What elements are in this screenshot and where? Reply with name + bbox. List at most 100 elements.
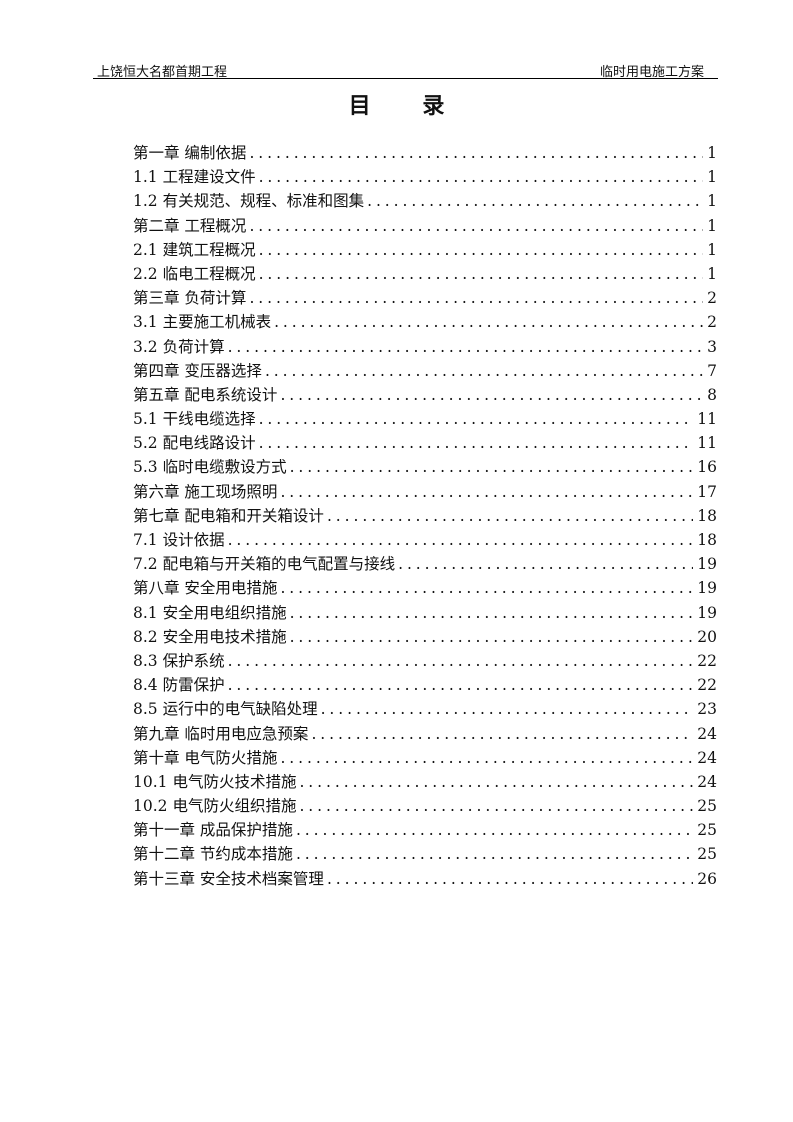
toc-entry[interactable]: 10.2 电气防火组织措施 25 bbox=[133, 794, 717, 818]
toc-entry-page: 19 bbox=[697, 555, 717, 574]
toc-entry[interactable]: 第十章 电气防火措施 24 bbox=[133, 746, 717, 770]
toc-entry-title: 10.1 电气防火技术措施 bbox=[133, 772, 297, 791]
toc-leader-dots bbox=[327, 504, 693, 528]
toc-entry[interactable]: 8.4 防雷保护 22 bbox=[133, 673, 717, 697]
toc-entry[interactable]: 2.2 临电工程概况 1 bbox=[133, 262, 717, 286]
toc-leader-dots bbox=[249, 141, 703, 165]
toc-entry[interactable]: 8.2 安全用电技术措施 20 bbox=[133, 625, 717, 649]
toc-entry-title: 2.1 建筑工程概况 bbox=[133, 240, 256, 259]
toc-leader-dots bbox=[290, 625, 694, 649]
toc-entry-title: 第十二章 节约成本措施 bbox=[133, 845, 293, 864]
toc-entry[interactable]: 5.2 配电线路设计 11 bbox=[133, 431, 717, 455]
toc-entry-page: 18 bbox=[697, 506, 717, 525]
toc-entry-title: 1.1 工程建设文件 bbox=[133, 168, 256, 187]
toc-entry-title: 第八章 安全用电措施 bbox=[133, 579, 278, 598]
toc-leader-dots bbox=[311, 722, 693, 746]
toc-entry[interactable]: 第九章 临时用电应急预案 24 bbox=[133, 722, 717, 746]
toc-entry[interactable]: 第二章 工程概况 1 bbox=[133, 214, 717, 238]
toc-leader-dots bbox=[228, 649, 694, 673]
toc-leader-dots bbox=[290, 601, 694, 625]
toc-entry-title: 8.3 保护系统 bbox=[133, 651, 225, 670]
toc-entry-page: 7 bbox=[707, 361, 717, 380]
toc-entry[interactable]: 5.3 临时电缆敷设方式 16 bbox=[133, 455, 717, 479]
toc-entry-title: 7.1 设计依据 bbox=[133, 531, 225, 549]
toc-entry[interactable]: 第七章 配电箱和开关箱设计 18 bbox=[133, 504, 717, 528]
toc-entry-page: 25 bbox=[697, 821, 717, 840]
toc-entry-title: 8.4 防雷保护 bbox=[133, 676, 225, 695]
toc-entry[interactable]: 第六章 施工现场照明 17 bbox=[133, 480, 717, 504]
toc-leader-dots bbox=[280, 746, 693, 770]
toc-leader-dots bbox=[228, 528, 694, 552]
toc-entry-title: 第十三章 安全技术档案管理 bbox=[133, 869, 324, 888]
toc-entry-page: 2 bbox=[707, 313, 717, 332]
toc-entry[interactable]: 3.2 负荷计算 3 bbox=[133, 335, 717, 359]
toc-entry[interactable]: 7.1 设计依据 18 bbox=[133, 528, 717, 552]
toc-entry-page: 26 bbox=[697, 869, 717, 888]
toc-leader-dots bbox=[299, 794, 693, 818]
toc-entry-title: 5.1 干线电缆选择 bbox=[133, 410, 256, 429]
toc-leader-dots bbox=[265, 359, 703, 383]
toc-leader-dots bbox=[296, 842, 693, 866]
toc-entry[interactable]: 8.5 运行中的电气缺陷处理 23 bbox=[133, 697, 717, 721]
toc-entry-page: 19 bbox=[697, 603, 717, 622]
toc-entry[interactable]: 8.3 保护系统 22 bbox=[133, 649, 717, 673]
toc-entry[interactable]: 8.1 安全用电组织措施 19 bbox=[133, 601, 717, 625]
toc-entry-page: 11 bbox=[697, 410, 717, 429]
toc-entry[interactable]: 第十二章 节约成本措施 25 bbox=[133, 842, 717, 866]
toc-entry-page: 22 bbox=[697, 651, 717, 670]
toc-entry-title: 8.2 安全用电技术措施 bbox=[133, 627, 287, 646]
toc-entry-page: 23 bbox=[697, 700, 717, 719]
header-project-name: 上饶恒大名都首期工程 bbox=[97, 65, 228, 80]
toc-entry-title: 3.2 负荷计算 bbox=[133, 337, 225, 356]
toc-entry[interactable]: 3.1 主要施工机械表 2 bbox=[133, 310, 717, 334]
toc-entry[interactable]: 第十三章 安全技术档案管理 26 bbox=[133, 867, 717, 891]
toc-entry-page: 1 bbox=[707, 144, 717, 162]
toc-entry-page: 1 bbox=[707, 192, 717, 211]
toc-entry-title: 1.2 有关规范、规程、标准和图集 bbox=[133, 192, 365, 211]
toc-entry-title: 第七章 配电箱和开关箱设计 bbox=[133, 506, 324, 525]
toc-entry-page: 24 bbox=[697, 772, 717, 791]
toc-entry-page: 20 bbox=[697, 627, 717, 646]
toc-leader-dots bbox=[398, 552, 693, 576]
toc-entry[interactable]: 第八章 安全用电措施 19 bbox=[133, 576, 717, 600]
toc-entry[interactable]: 第四章 变压器选择 7 bbox=[133, 359, 717, 383]
toc-entry[interactable]: 1.1 工程建设文件 1 bbox=[133, 165, 717, 189]
toc-leader-dots bbox=[321, 697, 694, 721]
toc-entry[interactable]: 第五章 配电系统设计 8 bbox=[133, 383, 717, 407]
toc-leader-dots bbox=[259, 165, 704, 189]
toc-entry-page: 25 bbox=[697, 797, 717, 816]
toc-entry[interactable]: 第三章 负荷计算 2 bbox=[133, 286, 717, 310]
toc-entry-title: 第一章 编制依据 bbox=[133, 144, 247, 162]
toc-entry[interactable]: 2.1 建筑工程概况 1 bbox=[133, 238, 717, 262]
toc-leader-dots bbox=[274, 310, 703, 334]
toc-entry[interactable]: 1.2 有关规范、规程、标准和图集 1 bbox=[133, 189, 717, 213]
toc-leader-dots bbox=[367, 189, 703, 213]
toc-leader-dots bbox=[228, 673, 694, 697]
toc-entry-title: 10.2 电气防火组织措施 bbox=[133, 797, 297, 816]
toc-entry[interactable]: 第十一章 成品保护措施 25 bbox=[133, 818, 717, 842]
toc-leader-dots bbox=[259, 238, 704, 262]
toc-entry[interactable]: 5.1 干线电缆选择 11 bbox=[133, 407, 717, 431]
toc-leader-dots bbox=[327, 867, 693, 891]
toc-entry-page: 1 bbox=[707, 240, 717, 259]
toc-leader-dots bbox=[280, 480, 693, 504]
toc-entry-title: 8.1 安全用电组织措施 bbox=[133, 603, 287, 622]
toc-entry-title: 3.1 主要施工机械表 bbox=[133, 313, 272, 332]
toc-entry[interactable]: 10.1 电气防火技术措施 24 bbox=[133, 770, 717, 794]
toc-entry-page: 8 bbox=[707, 385, 717, 404]
toc-entry-page: 1 bbox=[707, 168, 717, 187]
toc-entry[interactable]: 第一章 编制依据 1 bbox=[133, 141, 717, 165]
toc-entry-title: 第六章 施工现场照明 bbox=[133, 482, 278, 501]
toc-entry-page: 24 bbox=[697, 748, 717, 767]
page-header: 上饶恒大名都首期工程 临时用电施工方案 bbox=[93, 60, 718, 80]
toc-leader-dots bbox=[280, 576, 693, 600]
toc-entry[interactable]: 7.2 配电箱与开关箱的电气配置与接线 19 bbox=[133, 552, 717, 576]
toc-leader-dots bbox=[228, 335, 704, 359]
toc-entry-page: 19 bbox=[697, 579, 717, 598]
toc-entry-page: 2 bbox=[707, 289, 717, 308]
toc-entry-title: 7.2 配电箱与开关箱的电气配置与接线 bbox=[133, 555, 396, 574]
toc-entry-title: 8.5 运行中的电气缺陷处理 bbox=[133, 700, 318, 719]
toc-entry-page: 1 bbox=[707, 264, 717, 283]
toc-leader-dots bbox=[290, 455, 694, 479]
toc-entry-page: 16 bbox=[697, 458, 717, 477]
